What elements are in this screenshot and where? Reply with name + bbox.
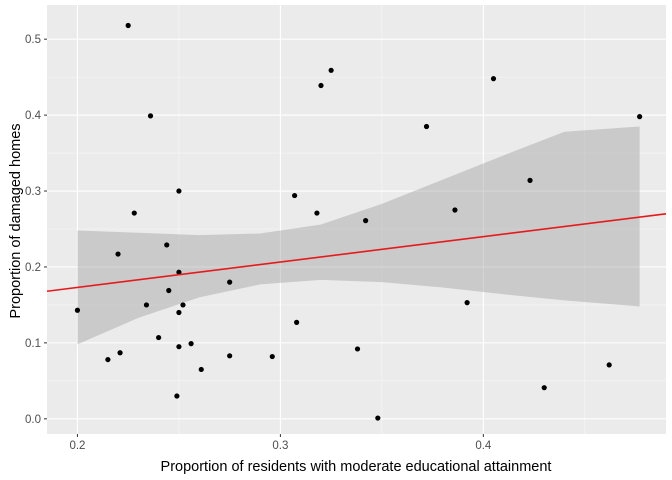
plot-panel <box>47 5 666 434</box>
data-point <box>166 287 172 294</box>
y-axis: 0.0 0.1 0.2 0.3 0.4 0.5 <box>25 34 47 426</box>
data-point <box>490 76 497 82</box>
confidence-band <box>77 126 640 345</box>
data-point <box>156 334 162 341</box>
x-axis: 0.2 0.3 0.4 <box>69 434 492 452</box>
data-point <box>115 251 121 257</box>
data-point <box>294 319 300 325</box>
data-point <box>375 415 381 421</box>
data-points <box>74 22 643 421</box>
data-point <box>227 353 233 359</box>
x-tick-label: 0.3 <box>272 440 288 452</box>
y-tick-label: 0.3 <box>25 186 41 198</box>
y-tick-label: 0.1 <box>25 338 41 350</box>
data-point <box>74 307 81 313</box>
y-tick-label: 0.0 <box>25 414 41 426</box>
data-point <box>318 82 324 89</box>
y-tick-label: 0.5 <box>25 34 41 46</box>
data-point <box>198 366 204 373</box>
x-tick-label: 0.4 <box>475 440 492 452</box>
data-point <box>464 300 470 306</box>
data-point <box>314 210 320 216</box>
data-point <box>125 22 131 29</box>
data-point <box>452 207 458 213</box>
data-point <box>527 177 533 183</box>
data-point <box>131 210 137 216</box>
data-point <box>269 353 275 360</box>
data-point <box>143 302 150 308</box>
data-point <box>180 302 186 308</box>
x-axis-title: Proportion of residents with moderate ed… <box>161 459 552 475</box>
data-point <box>423 123 430 130</box>
data-point <box>105 356 111 363</box>
x-tick-label: 0.2 <box>69 440 85 452</box>
data-point <box>363 218 369 224</box>
data-point <box>164 242 170 248</box>
data-point <box>606 362 612 368</box>
data-point <box>541 385 547 391</box>
data-point <box>147 113 154 119</box>
data-point <box>328 67 334 73</box>
data-point <box>176 188 182 194</box>
data-point <box>354 346 361 352</box>
data-point <box>227 279 233 285</box>
data-point <box>637 114 643 120</box>
data-point <box>176 309 182 316</box>
trend-line <box>46 213 667 293</box>
data-point <box>117 350 123 356</box>
data-point <box>174 393 180 399</box>
data-point <box>188 341 194 347</box>
minor-gridlines <box>47 5 666 434</box>
data-point <box>176 344 182 350</box>
y-axis-title: Proportion of damaged homes <box>8 123 24 318</box>
data-point <box>176 269 182 275</box>
y-tick-label: 0.2 <box>25 262 41 274</box>
data-point <box>292 192 298 199</box>
y-tick-label: 0.4 <box>25 110 42 122</box>
